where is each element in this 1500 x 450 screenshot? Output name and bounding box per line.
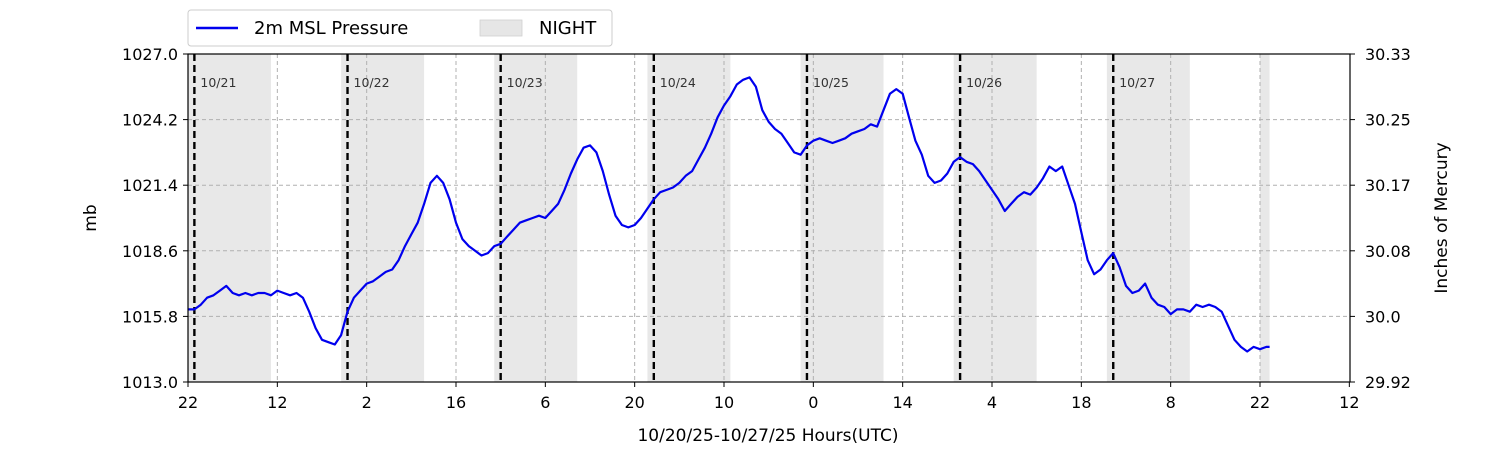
- y-tick-label-left-0: 1013.0: [122, 373, 178, 392]
- x-tick-label-5: 20: [624, 393, 644, 412]
- y-tick-label-left-3: 1021.4: [122, 176, 178, 195]
- night-band-0: [188, 54, 271, 382]
- tick-layer: 22 12 2 16 6 20 10 0 14 4 18 8 22 12 1013.0 1015.8 1018.…: [122, 45, 1411, 412]
- series-layer: [188, 76, 1270, 353]
- y-tick-label-right-4: 30.25: [1365, 111, 1411, 130]
- x-tick-label-3: 16: [446, 393, 466, 412]
- day-marker-label-4: 10/25: [813, 75, 849, 90]
- x-tick-label-1: 12: [267, 393, 287, 412]
- day-marker-label-3: 10/24: [660, 75, 696, 90]
- day-marker-label-2: 10/23: [507, 75, 543, 90]
- legend-swatch-night: [479, 19, 523, 37]
- x-tick-label-4: 6: [540, 393, 550, 412]
- day-marker-label-1: 10/22: [354, 75, 390, 90]
- x-tick-label-10: 18: [1071, 393, 1091, 412]
- x-tick-label-7: 0: [808, 393, 818, 412]
- y-tick-label-left-1: 1015.8: [122, 307, 178, 326]
- y-tick-label-right-5: 30.33: [1365, 45, 1411, 64]
- night-band-7: [1260, 54, 1270, 382]
- day-marker-label-0: 10/21: [200, 75, 236, 90]
- day-marker-label-6: 10/27: [1119, 75, 1155, 90]
- night-band-4: [800, 54, 884, 382]
- night-band-1: [341, 54, 425, 382]
- legend-entry-night: NIGHT: [539, 18, 597, 39]
- y-tick-label-right-1: 30.0: [1365, 307, 1401, 326]
- y-tick-label-left-4: 1024.2: [122, 111, 178, 130]
- y-tick-label-right-3: 30.17: [1365, 176, 1411, 195]
- grid-layer: [188, 54, 1350, 382]
- plot-frame: [187, 53, 1351, 383]
- x-axis-label: 10/20/25-10/27/25 Hours(UTC): [637, 426, 898, 446]
- legend-entry-pressure: 2m MSL Pressure: [254, 18, 408, 39]
- y-axis-label-left: mb: [81, 204, 101, 231]
- y-tick-label-left-5: 1027.0: [122, 45, 178, 64]
- x-tick-label-0: 22: [178, 393, 198, 412]
- day-marker-label-5: 10/26: [966, 75, 1002, 90]
- y-axis-label-right: Inches of Mercury: [1432, 142, 1452, 293]
- y-tick-label-left-2: 1018.6: [122, 242, 178, 261]
- y-tick-label-right-0: 29.92: [1365, 373, 1411, 392]
- legend-box: [187, 9, 613, 47]
- x-tick-label-9: 4: [987, 393, 997, 412]
- y-tick-label-right-2: 30.08: [1365, 242, 1411, 261]
- x-tick-label-6: 10: [714, 393, 734, 412]
- x-tick-label-12: 22: [1250, 393, 1270, 412]
- night-band-6: [1106, 54, 1190, 382]
- legend: 2m MSL Pressure NIGHT: [187, 9, 613, 47]
- x-tick-label-2: 2: [362, 393, 372, 412]
- night-band-3: [647, 54, 731, 382]
- series-line-0: [188, 76, 1270, 353]
- x-tick-label-11: 8: [1166, 393, 1176, 412]
- x-tick-label-8: 14: [892, 393, 912, 412]
- night-shading-layer: [188, 54, 1270, 382]
- day-marker-layer: 10/21 10/22 10/23 10/24 10/25 10/26 10/27: [193, 54, 1155, 382]
- night-band-5: [953, 54, 1037, 382]
- x-tick-label-13: 12: [1339, 393, 1359, 412]
